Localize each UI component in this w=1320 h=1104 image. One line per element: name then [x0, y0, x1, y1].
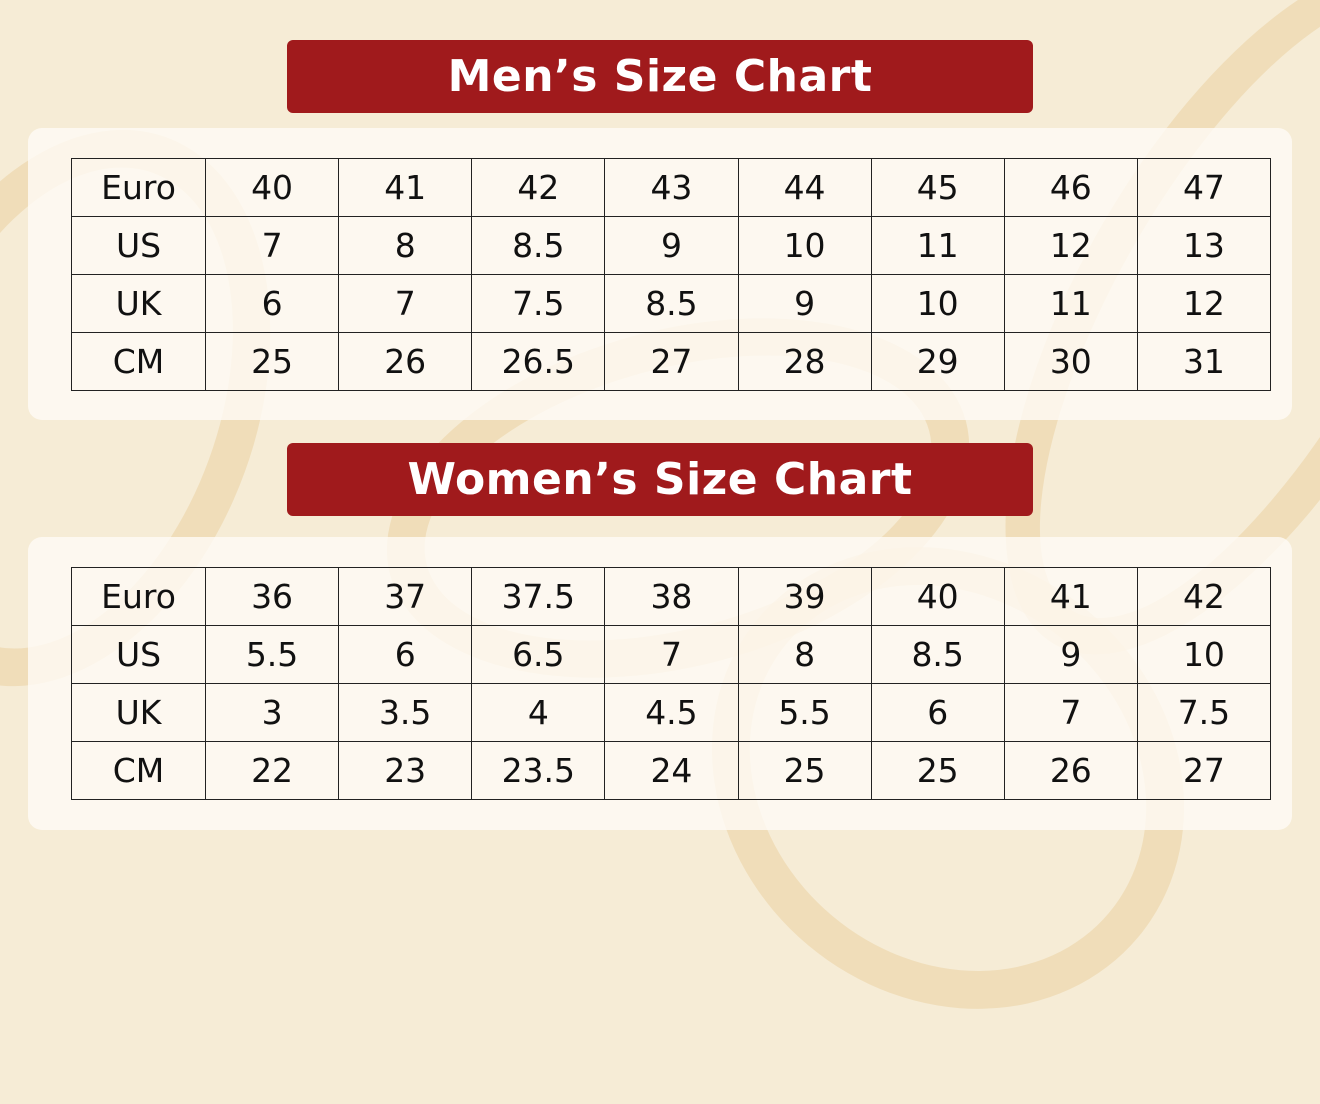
- size-cell: 23: [338, 741, 473, 800]
- size-cell: 26: [338, 332, 473, 391]
- size-cell: 25: [737, 741, 872, 800]
- table-row: UK 3 3.5 4 4.5 5.5 6 7 7.5: [71, 683, 1272, 742]
- size-cell: 38: [604, 567, 739, 626]
- row-label: US: [71, 216, 206, 275]
- size-cell: 39: [737, 567, 872, 626]
- size-cell: 23.5: [471, 741, 606, 800]
- size-cell: 24: [604, 741, 739, 800]
- size-cell: 6: [338, 625, 473, 684]
- size-cell: 4.5: [604, 683, 739, 742]
- womens-size-table: Euro 36 37 37.5 38 39 40 41 42 US 5.5 6 6.5 7 8 8.5 9 10 U…: [71, 567, 1272, 800]
- size-cell: 8.5: [471, 216, 606, 275]
- size-cell: 7: [1003, 683, 1138, 742]
- size-cell: 29: [870, 332, 1005, 391]
- size-cell: 37.5: [471, 567, 606, 626]
- size-cell: 13: [1136, 216, 1272, 275]
- size-cell: 5.5: [204, 625, 340, 684]
- size-cell: 9: [604, 216, 739, 275]
- table-row: US 5.5 6 6.5 7 8 8.5 9 10: [71, 625, 1272, 684]
- size-cell: 31: [1136, 332, 1272, 391]
- size-cell: 4: [471, 683, 606, 742]
- row-label: Euro: [71, 158, 206, 217]
- size-cell: 7.5: [471, 274, 606, 333]
- size-cell: 46: [1003, 158, 1138, 217]
- womens-size-chart-title: Women’s Size Chart: [287, 443, 1033, 516]
- size-cell: 36: [204, 567, 340, 626]
- row-label: UK: [71, 274, 206, 333]
- size-cell: 8: [737, 625, 872, 684]
- size-cell: 7: [604, 625, 739, 684]
- mens-size-table: Euro 40 41 42 43 44 45 46 47 US 7 8 8.5 9 10 11 12 13 UK 6 7…: [71, 158, 1272, 391]
- row-label: UK: [71, 683, 206, 742]
- size-cell: 7.5: [1136, 683, 1272, 742]
- size-cell: 27: [604, 332, 739, 391]
- size-cell: 7: [204, 216, 340, 275]
- table-row: Euro 36 37 37.5 38 39 40 41 42: [71, 567, 1272, 626]
- table-row: Euro 40 41 42 43 44 45 46 47: [71, 158, 1272, 217]
- size-cell: 11: [1003, 274, 1138, 333]
- size-cell: 25: [204, 332, 340, 391]
- table-row: US 7 8 8.5 9 10 11 12 13: [71, 216, 1272, 275]
- row-label: CM: [71, 332, 206, 391]
- size-cell: 3.5: [338, 683, 473, 742]
- size-cell: 8.5: [870, 625, 1005, 684]
- size-cell: 6: [870, 683, 1005, 742]
- size-cell: 8: [338, 216, 473, 275]
- size-cell: 10: [1136, 625, 1272, 684]
- size-cell: 3: [204, 683, 340, 742]
- size-cell: 25: [870, 741, 1005, 800]
- size-cell: 7: [338, 274, 473, 333]
- table-row: CM 25 26 26.5 27 28 29 30 31: [71, 332, 1272, 391]
- size-cell: 10: [870, 274, 1005, 333]
- size-cell: 10: [737, 216, 872, 275]
- size-cell: 26.5: [471, 332, 606, 391]
- size-cell: 40: [204, 158, 340, 217]
- size-cell: 6.5: [471, 625, 606, 684]
- size-cell: 44: [737, 158, 872, 217]
- table-row: UK 6 7 7.5 8.5 9 10 11 12: [71, 274, 1272, 333]
- size-cell: 42: [1136, 567, 1272, 626]
- size-cell: 42: [471, 158, 606, 217]
- row-label: CM: [71, 741, 206, 800]
- size-cell: 5.5: [737, 683, 872, 742]
- row-label: Euro: [71, 567, 206, 626]
- size-cell: 9: [737, 274, 872, 333]
- size-cell: 47: [1136, 158, 1272, 217]
- size-cell: 11: [870, 216, 1005, 275]
- size-cell: 37: [338, 567, 473, 626]
- size-cell: 41: [338, 158, 473, 217]
- size-cell: 43: [604, 158, 739, 217]
- mens-size-chart-title: Men’s Size Chart: [287, 40, 1033, 113]
- size-cell: 28: [737, 332, 872, 391]
- size-cell: 45: [870, 158, 1005, 217]
- size-cell: 41: [1003, 567, 1138, 626]
- size-cell: 12: [1136, 274, 1272, 333]
- size-cell: 6: [204, 274, 340, 333]
- size-cell: 22: [204, 741, 340, 800]
- table-row: CM 22 23 23.5 24 25 25 26 27: [71, 741, 1272, 800]
- size-cell: 27: [1136, 741, 1272, 800]
- size-cell: 40: [870, 567, 1005, 626]
- size-cell: 12: [1003, 216, 1138, 275]
- size-cell: 26: [1003, 741, 1138, 800]
- row-label: US: [71, 625, 206, 684]
- size-cell: 8.5: [604, 274, 739, 333]
- size-cell: 30: [1003, 332, 1138, 391]
- size-cell: 9: [1003, 625, 1138, 684]
